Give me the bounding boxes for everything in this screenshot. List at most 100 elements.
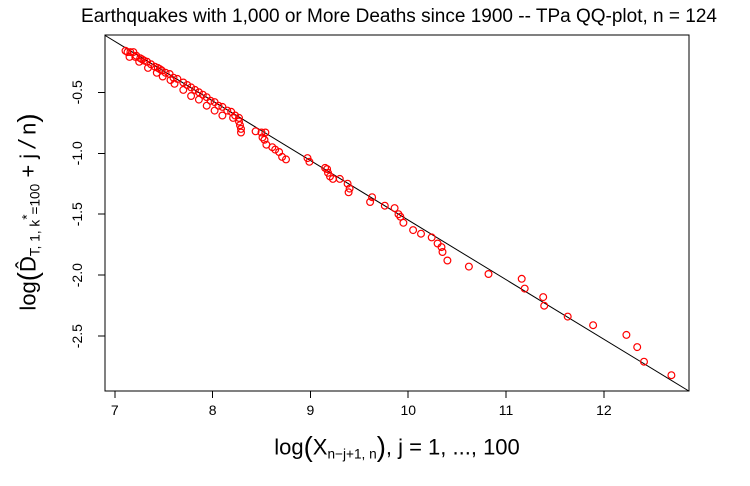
data-point [427, 233, 436, 242]
data-point [438, 248, 447, 257]
data-point [539, 293, 548, 302]
data-point [170, 79, 179, 88]
data-point [282, 155, 291, 164]
data-point [194, 95, 203, 104]
label-part: ) [12, 113, 43, 123]
data-point [223, 106, 232, 115]
x-axis-label: log(Xn−j+1, n), j = 1, ..., 100 [274, 431, 520, 463]
data-point [235, 113, 244, 122]
y-tick-label: -1.5 [69, 202, 85, 226]
data-point [125, 52, 134, 61]
data-point [131, 52, 140, 61]
y-tick-label: -2.0 [69, 263, 85, 287]
data-point [409, 226, 418, 235]
x-tick-label: 8 [209, 402, 217, 418]
data-point [235, 117, 244, 126]
data-point [179, 85, 188, 94]
data-point [335, 174, 344, 183]
data-point [231, 111, 240, 120]
data-point [540, 301, 549, 310]
x-tick-label: 12 [596, 402, 612, 418]
data-point [443, 256, 452, 265]
data-point [399, 218, 408, 227]
data-point [218, 111, 227, 120]
data-point [123, 48, 132, 57]
data-point [198, 90, 207, 99]
x-tick-label: 10 [400, 402, 416, 418]
y-axis-label: log(D̂T, 1, k*=100 + j / n) [12, 113, 44, 310]
data-point [229, 113, 238, 122]
data-point [126, 48, 135, 57]
label-part: , j = 1, ..., 100 [385, 434, 520, 460]
data-point [206, 96, 215, 105]
data-point [187, 83, 196, 92]
data-point [143, 57, 152, 66]
data-point [343, 179, 352, 188]
data-point [344, 188, 353, 197]
data-point [345, 184, 354, 193]
label-part: ( [12, 272, 43, 282]
data-point [257, 128, 266, 137]
data-point [214, 101, 223, 110]
data-point [667, 371, 676, 380]
data-point [183, 80, 192, 89]
y-tick-label: -0.5 [69, 80, 85, 104]
label-part: * [19, 214, 35, 220]
data-point [390, 204, 399, 213]
data-point [396, 212, 405, 221]
data-point [260, 135, 269, 144]
label-part: =100 [27, 183, 43, 215]
data-point [380, 201, 389, 210]
label-part: ( [303, 431, 313, 462]
data-point [258, 133, 267, 142]
data-point [437, 243, 446, 252]
data-point [237, 124, 246, 133]
data-point [210, 106, 219, 115]
label-part: log [274, 434, 304, 460]
x-tick-label: 7 [111, 402, 119, 418]
label-part: n [15, 122, 41, 141]
data-point [517, 274, 526, 283]
data-point [639, 357, 648, 366]
data-point [251, 127, 260, 136]
data-point [323, 165, 332, 174]
data-point [417, 229, 426, 238]
data-point [144, 63, 153, 72]
data-point [121, 46, 130, 55]
data-point [520, 284, 529, 293]
data-point [394, 210, 403, 219]
x-tick-label: 11 [499, 402, 514, 418]
data-point [187, 91, 196, 100]
data-point [589, 321, 598, 330]
data-point [135, 57, 144, 66]
reference-line [104, 34, 690, 392]
data-point [366, 198, 375, 207]
data-point [563, 312, 572, 321]
label-part: + j [15, 147, 41, 184]
data-point [191, 85, 200, 94]
data-point [464, 262, 473, 271]
data-point [633, 343, 642, 352]
label-part: T, 1, k [27, 219, 43, 257]
label-part: X [312, 434, 328, 460]
x-tick-label: 9 [307, 402, 315, 418]
data-point [158, 72, 167, 81]
data-point [484, 270, 493, 279]
data-point [305, 157, 314, 166]
label-part: D̂ [15, 256, 41, 273]
label-part: log [15, 281, 41, 311]
data-point [622, 330, 631, 339]
data-point [278, 152, 287, 161]
data-point [236, 121, 245, 130]
data-point [237, 128, 246, 137]
label-part: ) [376, 431, 386, 462]
data-point [152, 68, 161, 77]
plot-box [104, 34, 690, 392]
data-point [368, 193, 377, 202]
chart-title: Earthquakes with 1,000 or More Deaths si… [81, 6, 717, 27]
y-tick-label: -2.5 [69, 324, 85, 348]
y-tick-label: -1.0 [69, 141, 85, 165]
data-point [271, 145, 280, 154]
